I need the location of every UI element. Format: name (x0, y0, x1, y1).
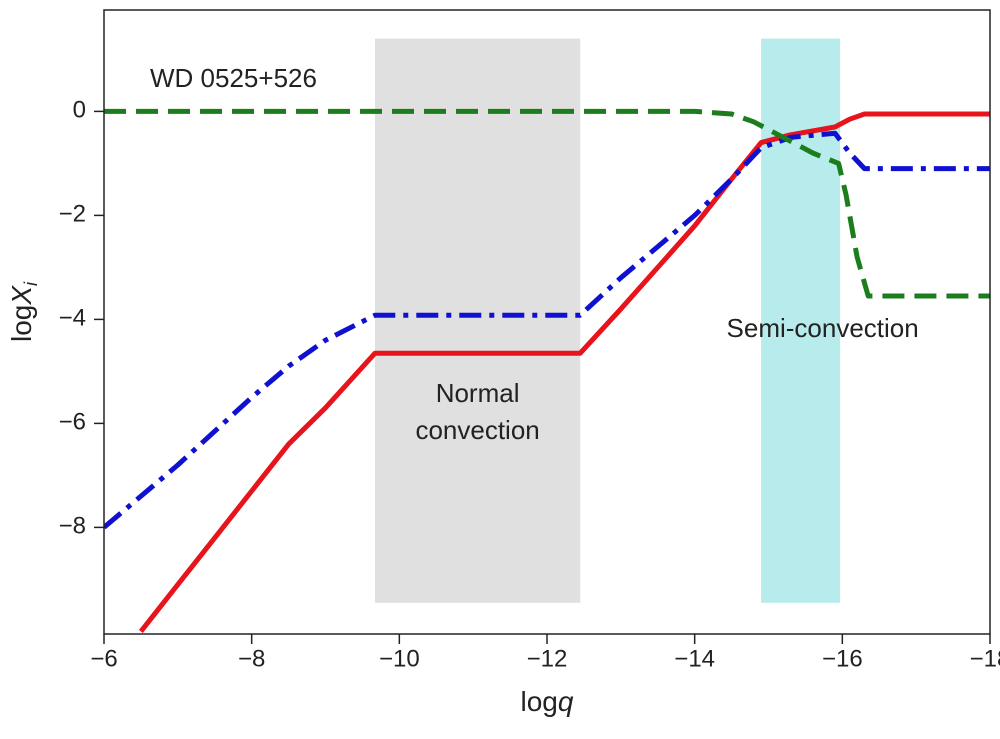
shaded-region (374, 38, 581, 603)
x-tick-label: −18 (970, 645, 1000, 672)
y-tick-label: 0 (73, 97, 86, 124)
y-tick-label: −8 (59, 513, 86, 540)
x-tick-label: −6 (90, 645, 117, 672)
series-line (104, 108, 990, 299)
x-axis-label-part: q (558, 686, 574, 717)
region-label: Semi-convection (727, 313, 919, 343)
lines (104, 108, 990, 633)
series-line (104, 130, 990, 530)
x-axis-label: logq (521, 686, 574, 717)
series-line (138, 111, 990, 633)
x-tick-label: −10 (379, 645, 420, 672)
x-tick-label: −8 (238, 645, 265, 672)
y-axis-label: logXi (6, 281, 40, 342)
y-tick-label: −2 (59, 201, 86, 228)
x-tick-label: −12 (527, 645, 568, 672)
y-axis-label-part: log (6, 305, 37, 342)
annotation: WD 0525+526 (150, 63, 317, 93)
x-axis-label-part: log (521, 686, 558, 717)
region-label: Normal (436, 378, 520, 408)
y-tick-label: −6 (59, 409, 86, 436)
x-tick-label: −14 (674, 645, 715, 672)
y-tick-label: −4 (59, 305, 86, 332)
y-axis-label-part: i (21, 281, 41, 286)
region-label: convection (415, 415, 539, 445)
y-axis-label-part: X (6, 285, 37, 306)
x-tick-label: −16 (822, 645, 863, 672)
axes: −6 −8 −10 −12 −14 −16 −18 0 −2 −4 −6 −8 (59, 9, 1000, 672)
